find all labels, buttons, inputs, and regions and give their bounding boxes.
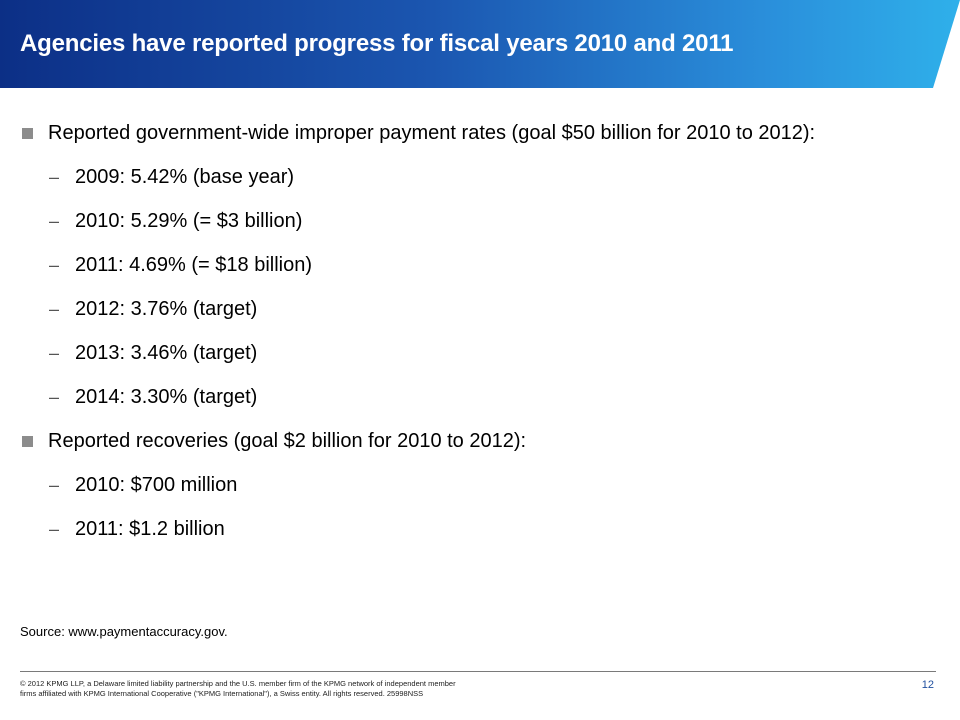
bullet-text: Reported government-wide improper paymen…: [48, 122, 816, 144]
dash-bullet-icon: –: [49, 475, 60, 495]
square-bullet-icon: [22, 128, 33, 139]
bullet-item-improper-payment-rates: Reported government-wide improper paymen…: [0, 118, 900, 148]
sub-bullet-item: – 2014: 3.30% (target): [0, 382, 960, 412]
title-bar: [0, 0, 960, 88]
bullet-item-reported-recoveries: Reported recoveries (goal $2 billion for…: [0, 426, 900, 456]
slide-title: Agencies have reported progress for fisc…: [20, 30, 734, 57]
dash-bullet-icon: –: [49, 519, 60, 539]
dash-bullet-icon: –: [49, 299, 60, 319]
dash-bullet-icon: –: [49, 343, 60, 363]
dash-bullet-icon: –: [49, 255, 60, 275]
sub-bullet-item: – 2013: 3.46% (target): [0, 338, 960, 368]
sub-bullet-text: 2012: 3.76% (target): [75, 298, 258, 320]
bullet-text: Reported recoveries (goal $2 billion for…: [48, 430, 527, 452]
source-note: Source: www.paymentaccuracy.gov.: [20, 624, 228, 639]
copyright-line: firms affiliated with KPMG International…: [20, 688, 424, 698]
sub-bullet-item: – 2010: 5.29% (= $3 billion): [0, 206, 960, 236]
sub-bullet-text: 2010: 5.29% (= $3 billion): [75, 210, 303, 232]
sub-bullet-text: 2009: 5.42% (base year): [75, 166, 295, 188]
sub-bullet-text: 2011: $1.2 billion: [75, 518, 225, 540]
sub-bullet-item: – 2009: 5.42% (base year): [0, 162, 960, 192]
dash-bullet-icon: –: [49, 167, 60, 187]
copyright-line: © 2012 KPMG LLP, a Delaware limited liab…: [20, 679, 456, 688]
footer-divider: [20, 671, 936, 672]
dash-bullet-icon: –: [49, 387, 60, 407]
sub-bullet-item: – 2010: $700 million: [0, 470, 960, 500]
sub-bullet-item: – 2011: $1.2 billion: [0, 514, 960, 544]
bullet-list: Reported government-wide improper paymen…: [0, 118, 960, 558]
sub-bullet-text: 2014: 3.30% (target): [75, 386, 258, 408]
sub-bullet-item: – 2011: 4.69% (= $18 billion): [0, 250, 960, 280]
square-bullet-icon: [22, 436, 33, 447]
sub-bullet-text: 2013: 3.46% (target): [75, 342, 258, 364]
copyright-notice: © 2012 KPMG LLP, a Delaware limited liab…: [20, 679, 580, 698]
dash-bullet-icon: –: [49, 211, 60, 231]
page-number: 12: [921, 679, 934, 691]
sub-bullet-item: – 2012: 3.76% (target): [0, 294, 960, 324]
sub-bullet-text: 2011: 4.69% (= $18 billion): [75, 254, 313, 276]
sub-bullet-text: 2010: $700 million: [75, 474, 238, 496]
